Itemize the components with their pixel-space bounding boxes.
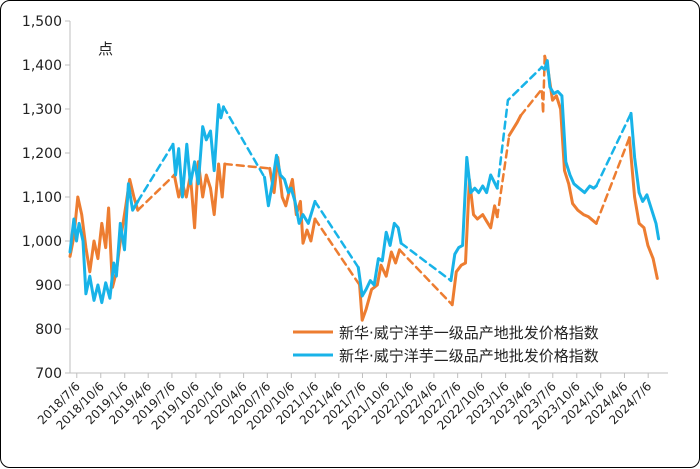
y-tick-label: 900 bbox=[35, 278, 62, 294]
legend-entry-grade-1: 新华·威宁洋芋一级品产地批发价格指数 bbox=[293, 324, 599, 342]
y-tick-label: 1,300 bbox=[22, 102, 62, 118]
series-dashed-segment bbox=[496, 65, 544, 190]
y-axis: 1,500 1,400 1,300 1,200 1,100 1,000 900 800 700 bbox=[22, 14, 71, 382]
series-dashed-segment bbox=[223, 162, 271, 170]
series-line-segment bbox=[629, 111, 661, 241]
series-dashed-segment bbox=[222, 105, 266, 179]
unit-label: 点 bbox=[98, 40, 113, 58]
series-dashed-segment bbox=[136, 173, 176, 212]
series-line-segment bbox=[171, 103, 225, 199]
series-1 bbox=[68, 54, 659, 322]
y-tick-label: 1,500 bbox=[22, 14, 62, 30]
series-line-segment bbox=[543, 54, 598, 225]
series-line-segment bbox=[507, 114, 523, 137]
series-dashed-segment bbox=[313, 200, 360, 269]
y-tick-label: 1,400 bbox=[22, 58, 62, 74]
series-line-segment bbox=[627, 136, 659, 280]
series-line-segment bbox=[358, 248, 401, 322]
y-tick-label: 800 bbox=[35, 322, 62, 338]
series-line-segment bbox=[450, 177, 499, 307]
y-tick-label: 1,200 bbox=[22, 146, 62, 162]
series-dashed-segment bbox=[595, 112, 633, 188]
x-tick-labels: 2018/7/62018/10/62019/1/62019/4/62019/7/… bbox=[35, 373, 654, 433]
y-tick-label: 1,000 bbox=[22, 234, 62, 250]
series-dashed-segment bbox=[595, 136, 631, 225]
series-line-segment bbox=[68, 182, 140, 305]
legend-label-grade-1: 新华·威宁洋芋一级品产地批发价格指数 bbox=[339, 324, 599, 342]
legend-entry-grade-2: 新华·威宁洋芋二级品产地批发价格指数 bbox=[293, 347, 599, 365]
y-tick-labels: 1,500 1,400 1,300 1,200 1,100 1,000 900 800 700 bbox=[22, 14, 70, 382]
series-dashed-segment bbox=[519, 54, 546, 117]
series-2 bbox=[68, 59, 661, 305]
x-axis: 2018/7/62018/10/62019/1/62019/4/62019/7/… bbox=[35, 372, 668, 433]
legend-label-grade-2: 新华·威宁洋芋二级品产地批发价格指数 bbox=[339, 347, 599, 365]
series-line-segment bbox=[449, 155, 499, 283]
series-dashed-segment bbox=[496, 134, 511, 219]
series-dashed-segment bbox=[313, 217, 361, 287]
series-line-segment bbox=[356, 221, 403, 298]
series-layer bbox=[68, 54, 661, 322]
series-dashed-segment bbox=[399, 241, 453, 282]
y-tick-label: 700 bbox=[35, 366, 62, 382]
series-dashed-segment bbox=[398, 248, 454, 307]
series-dashed-segment bbox=[136, 142, 175, 203]
legend: 新华·威宁洋芋一级品产地批发价格指数 新华·威宁洋芋二级品产地批发价格指数 bbox=[293, 324, 599, 365]
series-line-segment bbox=[540, 59, 598, 195]
y-tick-label: 1,100 bbox=[22, 190, 62, 206]
series-line-segment bbox=[268, 155, 317, 245]
series-line-segment bbox=[263, 153, 317, 225]
